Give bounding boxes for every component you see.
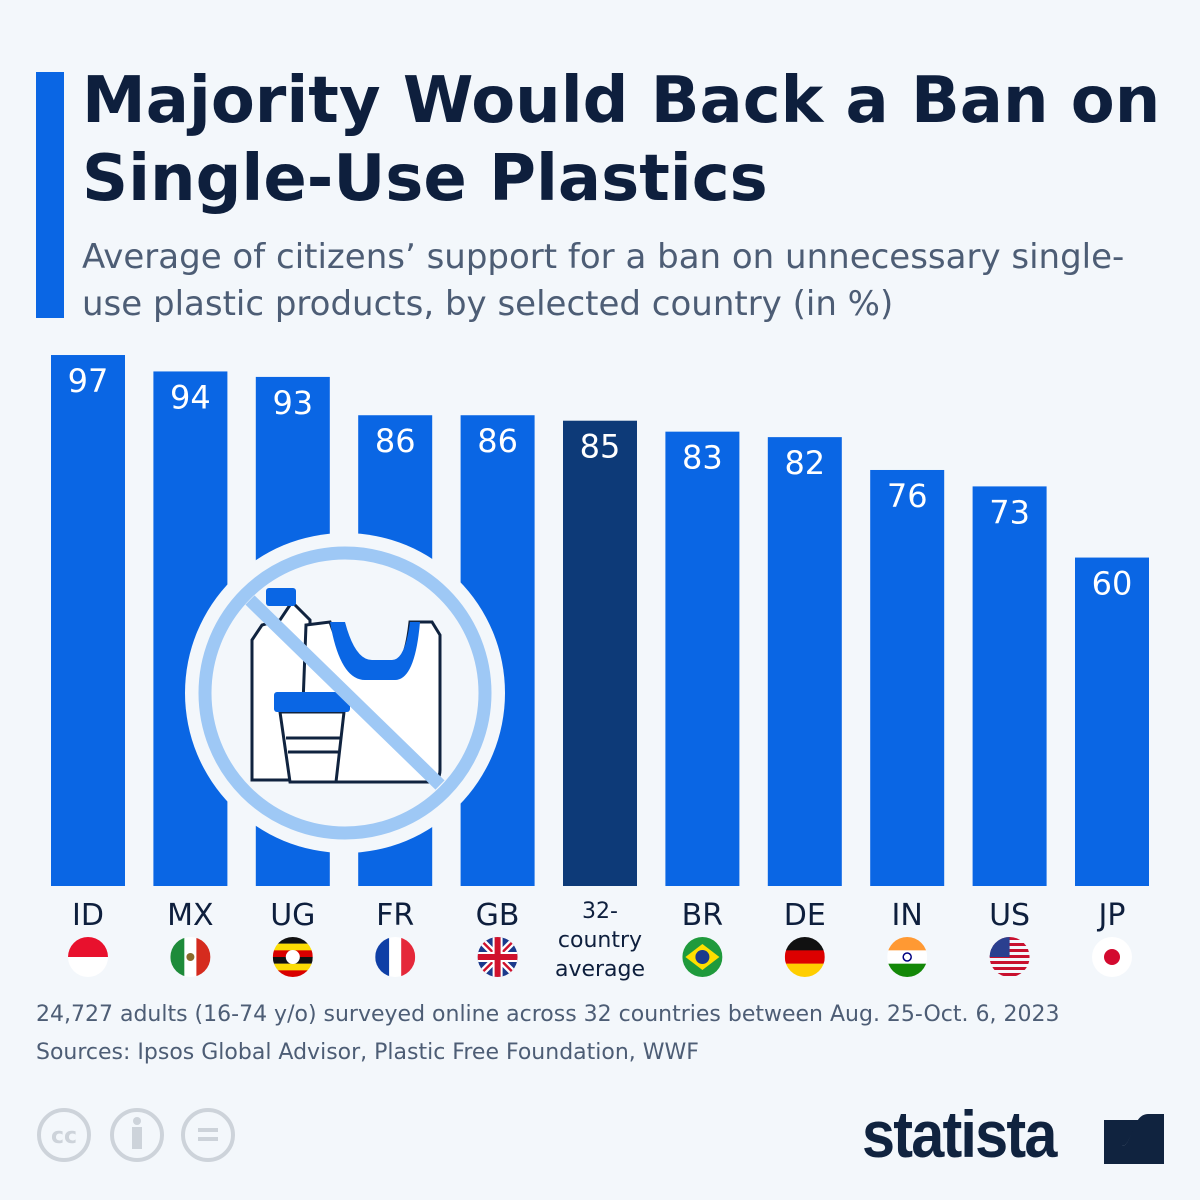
flag-uganda-icon	[272, 937, 313, 977]
title-accent-bar	[36, 72, 64, 318]
category-label: US	[989, 898, 1030, 933]
statista-logo-mark-icon	[1104, 1106, 1164, 1164]
attribution-icon	[110, 1108, 164, 1162]
bar-in	[870, 469, 945, 886]
flag-france-icon	[375, 937, 416, 977]
sources-note: Sources: Ipsos Global Advisor, Plastic F…	[36, 1040, 699, 1065]
flag-indonesia-icon	[68, 937, 108, 977]
category-label-average: 32-country average	[554, 899, 646, 982]
chart-subtitle: Average of citizens’ support for a ban o…	[82, 237, 1125, 324]
flag-brazil-icon	[682, 937, 723, 977]
license-icons[interactable]: cc	[36, 1106, 246, 1166]
svg-text:cc: cc	[51, 1124, 77, 1149]
category-label: GB	[476, 898, 520, 933]
flag-india-icon	[887, 937, 928, 977]
category-label: FR	[376, 898, 414, 933]
category-label: BR	[682, 898, 723, 933]
data-label: 85	[580, 428, 621, 466]
cc-icon: cc	[37, 1108, 91, 1162]
category-label: IN	[892, 898, 923, 933]
chart-title: Majority Would Back a Ban on Single-Use …	[82, 64, 1161, 216]
no-single-use-plastics-icon	[185, 533, 505, 853]
bar-jp	[1075, 557, 1149, 886]
flag-mexico-icon	[170, 937, 211, 977]
category-label: MX	[167, 898, 213, 933]
bar-br	[665, 431, 740, 886]
bar-chart: 97 ID 94 MX 93 UG 86 FR 86 GB 85 83 BR 82 DE 76 IN 73 US 60…	[51, 355, 1149, 977]
data-label: 86	[375, 422, 416, 460]
survey-note: 24,727 adults (16-74 y/o) surveyed onlin…	[36, 1002, 1060, 1027]
data-label: 86	[477, 422, 518, 460]
category-label: JP	[1097, 898, 1126, 933]
data-label: 60	[1092, 565, 1133, 603]
bar-32-country-average	[563, 420, 637, 886]
flag-germany-icon	[784, 937, 825, 977]
category-label: DE	[784, 898, 826, 933]
bar-us	[972, 486, 1047, 886]
category-label: UG	[270, 898, 315, 933]
category-label: ID	[72, 898, 104, 933]
bar-de	[767, 437, 842, 886]
data-label: 82	[784, 444, 825, 482]
no-derivatives-icon	[181, 1108, 235, 1162]
data-label: 93	[272, 384, 313, 422]
data-label: 76	[887, 477, 928, 515]
flag-japan-icon	[1092, 937, 1132, 977]
flag-uk-icon	[477, 937, 518, 977]
data-label: 83	[682, 439, 723, 477]
data-label: 73	[989, 493, 1030, 531]
bar-id	[51, 355, 125, 887]
data-label: 94	[170, 378, 211, 416]
statista-logo[interactable]: statista	[862, 1097, 1057, 1171]
data-label: 97	[68, 362, 109, 400]
flag-usa-icon	[989, 937, 1030, 976]
